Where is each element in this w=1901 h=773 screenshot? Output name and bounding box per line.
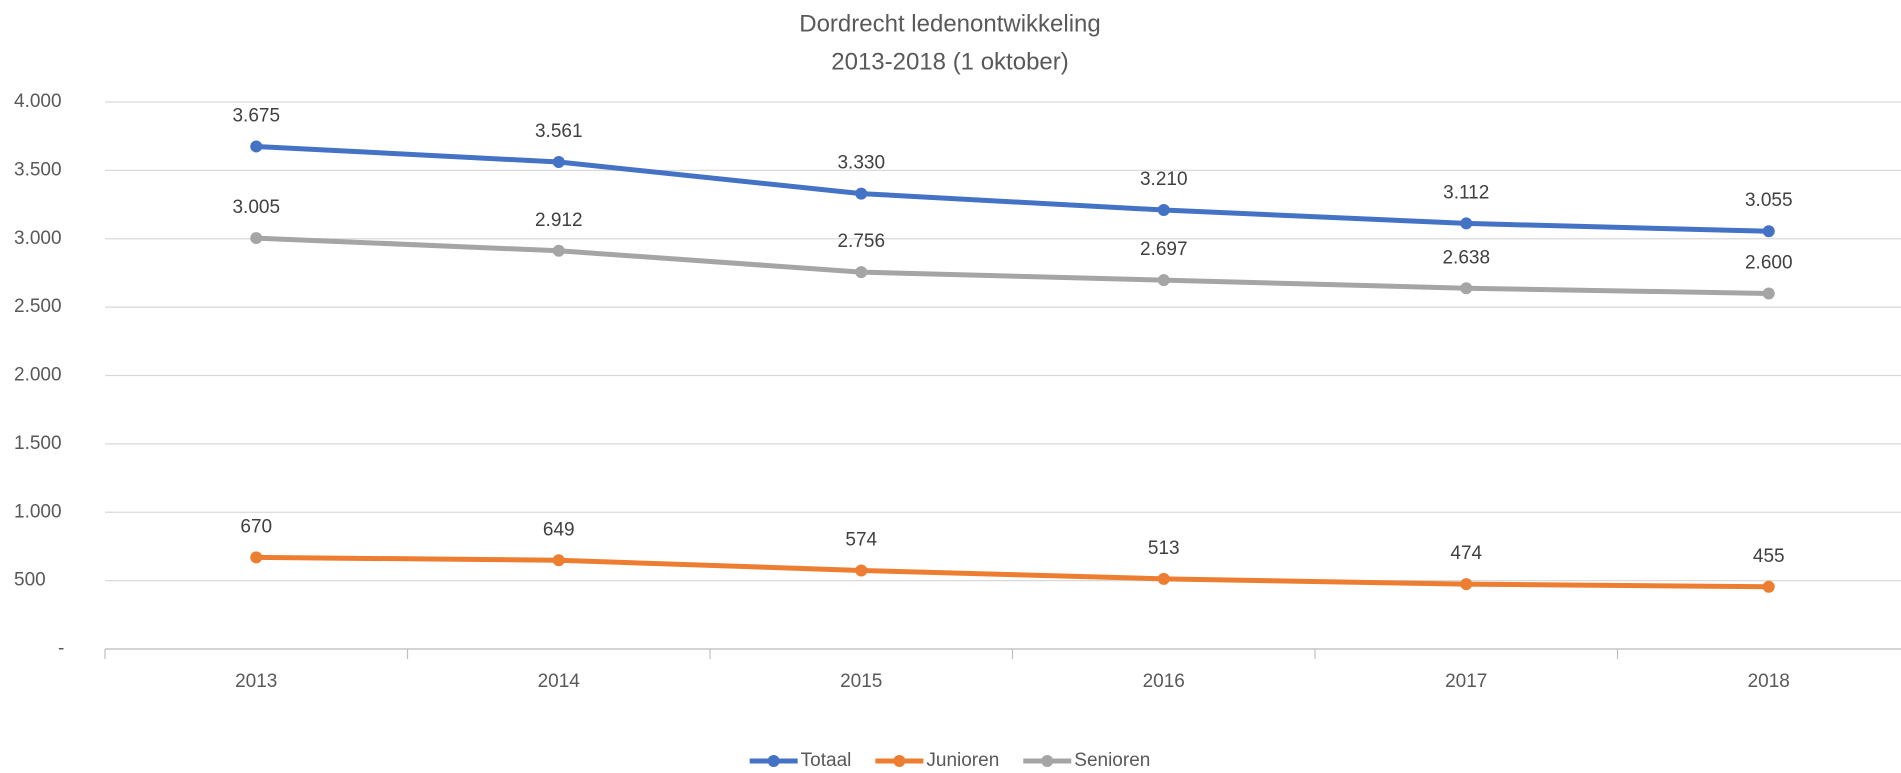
data-point [250, 551, 263, 564]
data-point [1460, 578, 1473, 591]
data-point [855, 187, 868, 200]
data-point [1460, 282, 1473, 295]
data-label: 670 [240, 516, 272, 537]
data-label: 3.055 [1745, 190, 1793, 211]
data-point [1762, 580, 1775, 593]
y-tick-label: 3.500 [14, 159, 62, 180]
data-label: 455 [1753, 546, 1785, 567]
data-label: 574 [845, 530, 877, 551]
data-label: 3.112 [1443, 182, 1489, 203]
data-point [1762, 287, 1775, 300]
data-label: 2.600 [1745, 252, 1793, 273]
data-label: 513 [1148, 538, 1180, 559]
data-point [250, 140, 263, 153]
data-label: 3.561 [535, 121, 583, 142]
y-tick-label: 2.000 [14, 365, 62, 386]
legend: Totaal Junioren Senioren [749, 750, 1150, 771]
data-point [855, 564, 868, 577]
legend-marker [893, 755, 906, 767]
data-label: 3.210 [1140, 169, 1188, 190]
x-tick-label: 2017 [1445, 671, 1487, 692]
legend-label: Senioren [1074, 750, 1150, 771]
data-label: 2.638 [1442, 247, 1490, 268]
legend-marker [1041, 755, 1054, 767]
data-point [552, 156, 565, 169]
data-label: 3.675 [232, 105, 280, 126]
x-tick-label: 2013 [235, 671, 277, 692]
x-tick-label: 2018 [1748, 671, 1790, 692]
series-line [256, 235, 1769, 296]
data-label: 474 [1450, 543, 1482, 564]
data-point [855, 266, 868, 279]
data-label: 3.330 [837, 153, 885, 174]
y-tick-label: 2.500 [14, 296, 62, 317]
chart-subtitle: 2013-2018 (1 oktober) [831, 48, 1069, 75]
y-tick-label: 1.500 [14, 433, 62, 454]
chart-title: Dordrecht ledenontwikkeling [799, 10, 1101, 37]
data-point [552, 554, 565, 567]
data-point [1460, 217, 1473, 230]
data-label: 3.005 [232, 197, 280, 218]
data-label: 2.697 [1140, 239, 1188, 260]
y-tick-label: 1.000 [14, 501, 62, 522]
data-point [1157, 204, 1170, 217]
data-label: 2.912 [535, 210, 583, 231]
series-line [256, 143, 1769, 234]
data-label: 649 [543, 519, 575, 540]
data-point [1762, 225, 1775, 238]
data-label: 2.756 [837, 231, 885, 252]
y-tick-label: 4.000 [14, 91, 62, 112]
legend-marker [767, 755, 780, 767]
data-point [250, 232, 263, 245]
data-point [552, 244, 565, 257]
legend-label: Junioren [926, 750, 999, 771]
y-tick-label: 3.000 [14, 228, 62, 249]
series-line [256, 554, 1769, 590]
y-tick-label: - [58, 638, 64, 659]
x-tick-label: 2016 [1143, 671, 1185, 692]
y-tick-label: 500 [14, 570, 46, 591]
data-point [1157, 274, 1170, 287]
x-tick-label: 2014 [538, 671, 581, 692]
x-tick-label: 2015 [840, 671, 882, 692]
legend-label: Totaal [801, 750, 852, 771]
data-point [1157, 572, 1170, 585]
